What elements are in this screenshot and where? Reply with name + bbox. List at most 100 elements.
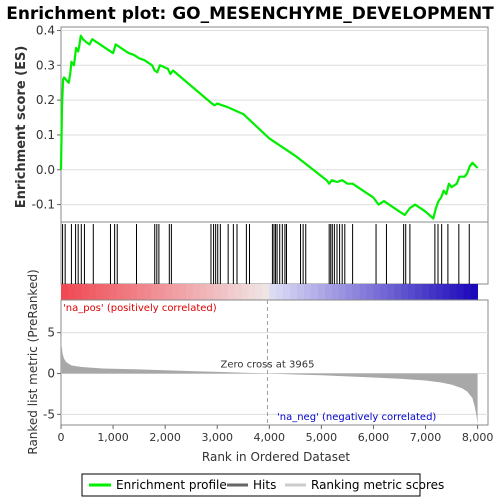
rank-color-segment [109, 284, 117, 300]
rank-color-segment [408, 284, 416, 300]
rank-color-segment [248, 284, 256, 300]
chart-title: Enrichment plot: GO_MESENCHYME_DEVELOPME… [6, 4, 494, 24]
rank-color-segment [449, 284, 458, 300]
rank-color-segment [324, 284, 333, 300]
rank-color-segment [185, 284, 194, 300]
rank-x-tick-label: 2,000 [149, 431, 181, 444]
rank-color-segment [234, 284, 242, 300]
rank-color-segment [199, 284, 208, 300]
rank-color-segment [116, 284, 124, 300]
enrichment-y-ticks: -0.1 0.0 0.1 0.2 0.3 0.4 [32, 23, 61, 212]
rank-color-segment [422, 284, 430, 300]
ranked-metric-y-tick-label: 5 [47, 326, 55, 340]
rank-color-segment [67, 284, 76, 300]
enrichment-y-tick-label: 0.1 [36, 128, 55, 142]
enrichment-y-tick-label: 0.3 [36, 58, 55, 72]
rank-color-segment [172, 284, 180, 300]
rank-color-segment [102, 284, 111, 300]
enrichment-y-tick-label: 0.0 [36, 163, 55, 177]
rank-color-segment [220, 284, 229, 300]
legend-label-enrichment-profile: Enrichment profile [116, 478, 227, 492]
rank-color-segment [415, 284, 423, 300]
rank-color-segment [88, 284, 97, 300]
rank-color-segment [137, 284, 145, 300]
enrichment-profile-line [59, 34, 479, 220]
legend: Enrichment profile Hits Ranking metric s… [81, 473, 444, 497]
rank-x-tick-label: 3,000 [201, 431, 233, 444]
rank-color-segment [151, 284, 159, 300]
zero-cross-label: Zero cross at 3965 [220, 360, 314, 371]
enrichment-y-tick-label: -0.1 [32, 198, 55, 212]
rank-color-segment [428, 284, 437, 300]
rank-color-segment [435, 284, 444, 300]
rank-color-segment [74, 284, 83, 300]
rank-color-segment [206, 284, 215, 300]
rank-x-tick-label: 0 [58, 431, 65, 444]
rank-color-segment [192, 284, 201, 300]
rank-x-tick-label: 5,000 [306, 431, 338, 444]
enrichment-y-tick-label: 0.2 [36, 93, 55, 107]
rank-color-segment [387, 284, 395, 300]
ranked-metric-panel: Zero cross at 3965 'na_pos' (positively … [26, 269, 493, 464]
rank-color-segment [470, 284, 478, 300]
hits-strip-area [60, 221, 489, 285]
hits-panel [60, 221, 489, 285]
ranked-metric-y-tick-label: 0 [47, 367, 55, 381]
rank-color-segment [269, 284, 277, 300]
rank-color-segment [442, 284, 451, 300]
rank-color-segment [463, 284, 472, 300]
rank-color-segment [283, 284, 291, 300]
rank-color-segment [276, 284, 284, 300]
rank-color-segment [213, 284, 222, 300]
rank-color-segment [297, 284, 305, 300]
rank-color-segment [331, 284, 340, 300]
rank-color-segment [352, 284, 360, 300]
enrichment-panel: -0.1 0.0 0.1 0.2 0.3 0.4 Enrichment score (ES… [14, 23, 489, 223]
rank-color-bar [61, 284, 478, 300]
rank-color-segment [158, 284, 166, 300]
rank-x-tick-label: 6,000 [358, 431, 390, 444]
rank-color-segment [81, 284, 90, 300]
ranked-metric-plot-area [60, 299, 489, 426]
rank-color-segment [130, 284, 138, 300]
rank-color-segment [165, 284, 173, 300]
rank-color-segment [144, 284, 152, 300]
rank-color-segment [366, 284, 374, 300]
rank-color-segment [179, 284, 187, 300]
positive-correlation-label: 'na_pos' (positively correlated) [63, 303, 217, 314]
negative-correlation-label: 'na_neg' (negatively correlated) [277, 412, 436, 423]
rank-color-segment [373, 284, 381, 300]
rank-color-segment [95, 284, 104, 300]
rank-color-segment [241, 284, 249, 300]
rank-color-segment [338, 284, 347, 300]
legend-label-ranking-metric: Ranking metric scores [311, 478, 444, 492]
enrichment-y-axis-label: Enrichment score (ES) [14, 46, 29, 209]
rank-x-tick-label: 4,000 [254, 431, 286, 444]
rank-color-segment [345, 284, 354, 300]
rank-x-axis-label: Rank in Ordered Dataset [202, 450, 350, 464]
rank-color-segment [394, 284, 402, 300]
rank-x-tick-label: 1,000 [97, 431, 129, 444]
rank-x-ticks: 0 1,000 2,000 3,000 4,000 5,000 6,000 7,000 8,00… [58, 425, 494, 444]
rank-color-segment [359, 284, 367, 300]
rank-x-tick-label: 8,000 [462, 431, 494, 444]
rank-color-segment [310, 284, 319, 300]
ranked-metric-y-tick-label: -5 [43, 407, 55, 421]
ranked-metric-y-ticks: -5 0 5 [43, 326, 61, 421]
legend-box [81, 473, 421, 497]
ranked-metric-y-axis-label: Ranked list metric (PreRanked) [26, 269, 40, 454]
rank-color-segment [123, 284, 131, 300]
hit-marks [62, 224, 470, 284]
rank-color-segment [317, 284, 326, 300]
rank-color-segment [262, 284, 270, 300]
rank-color-segment [255, 284, 263, 300]
rank-color-segment [304, 284, 312, 300]
rank-x-tick-label: 7,000 [410, 431, 442, 444]
rank-color-segment [456, 284, 465, 300]
enrichment-plot-area [60, 26, 489, 223]
rank-color-segment [61, 284, 69, 300]
rank-color-segment [290, 284, 298, 300]
enrichment-y-tick-label: 0.4 [36, 23, 55, 37]
rank-color-segment [401, 284, 409, 300]
